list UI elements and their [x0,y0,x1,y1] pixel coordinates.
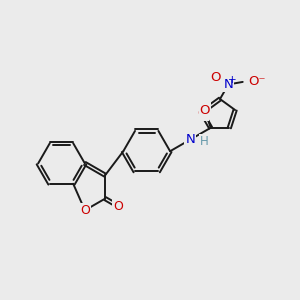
Text: +: + [228,75,237,85]
Text: O: O [80,204,90,217]
Text: O: O [211,71,221,84]
Text: N: N [224,78,233,91]
Text: O: O [197,107,208,120]
Text: O: O [200,103,210,116]
Text: N: N [185,133,195,146]
Text: O: O [113,200,123,213]
Text: O⁻: O⁻ [248,75,266,88]
Text: H: H [200,134,209,148]
